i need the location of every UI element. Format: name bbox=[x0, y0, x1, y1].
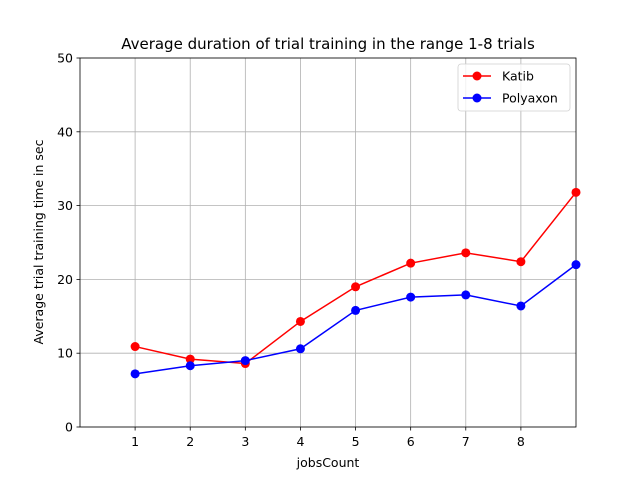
y-tick-label: 30 bbox=[57, 198, 73, 213]
data-point bbox=[461, 248, 471, 258]
y-axis-label: Average trial training time in sec bbox=[31, 139, 46, 344]
legend: Katib Polyaxon bbox=[457, 63, 571, 112]
x-tick-label: 7 bbox=[462, 434, 470, 449]
legend-swatch-marker bbox=[472, 93, 482, 103]
tick-labels: 1 2 3 4 5 6 7 8 0 10 20 30 40 50 bbox=[57, 51, 525, 450]
legend-label: Polyaxon bbox=[502, 91, 558, 106]
data-point bbox=[406, 292, 416, 302]
x-tick-label: 2 bbox=[186, 434, 194, 449]
data-point bbox=[130, 342, 140, 352]
data-point bbox=[461, 290, 471, 300]
x-tick-label: 6 bbox=[407, 434, 415, 449]
x-tick-label: 8 bbox=[517, 434, 525, 449]
data-point bbox=[185, 354, 195, 364]
y-tick-label: 50 bbox=[57, 51, 73, 66]
plot-frame bbox=[79, 57, 577, 428]
data-point bbox=[295, 316, 305, 326]
data-point bbox=[240, 356, 250, 366]
data-point bbox=[185, 361, 195, 371]
y-tick-label: 40 bbox=[57, 124, 73, 139]
x-tick-label: 5 bbox=[352, 434, 360, 449]
x-tick-label: 3 bbox=[241, 434, 249, 449]
legend-item: Katib bbox=[463, 69, 534, 84]
series-katib bbox=[130, 187, 581, 369]
legend-swatch-marker bbox=[472, 71, 482, 81]
axes bbox=[76, 57, 577, 431]
chart-title: Average duration of trial training in th… bbox=[121, 35, 535, 53]
y-tick-label: 20 bbox=[57, 272, 73, 287]
y-tick-label: 10 bbox=[57, 346, 73, 361]
legend-label: Katib bbox=[502, 69, 534, 84]
data-point bbox=[295, 344, 305, 354]
series-layer bbox=[130, 187, 581, 379]
data-point bbox=[571, 260, 581, 270]
data-point bbox=[351, 305, 361, 315]
data-point bbox=[406, 258, 416, 268]
data-point bbox=[351, 282, 361, 292]
y-tick-label: 0 bbox=[65, 420, 73, 435]
data-point bbox=[130, 369, 140, 379]
x-tick-label: 1 bbox=[131, 434, 139, 449]
data-point bbox=[516, 301, 526, 311]
data-point bbox=[571, 187, 581, 197]
data-point bbox=[516, 257, 526, 267]
x-axis-label: jobsCount bbox=[296, 455, 360, 470]
legend-item: Polyaxon bbox=[463, 91, 558, 106]
series-polyaxon bbox=[130, 260, 581, 379]
x-tick-label: 4 bbox=[296, 434, 304, 449]
